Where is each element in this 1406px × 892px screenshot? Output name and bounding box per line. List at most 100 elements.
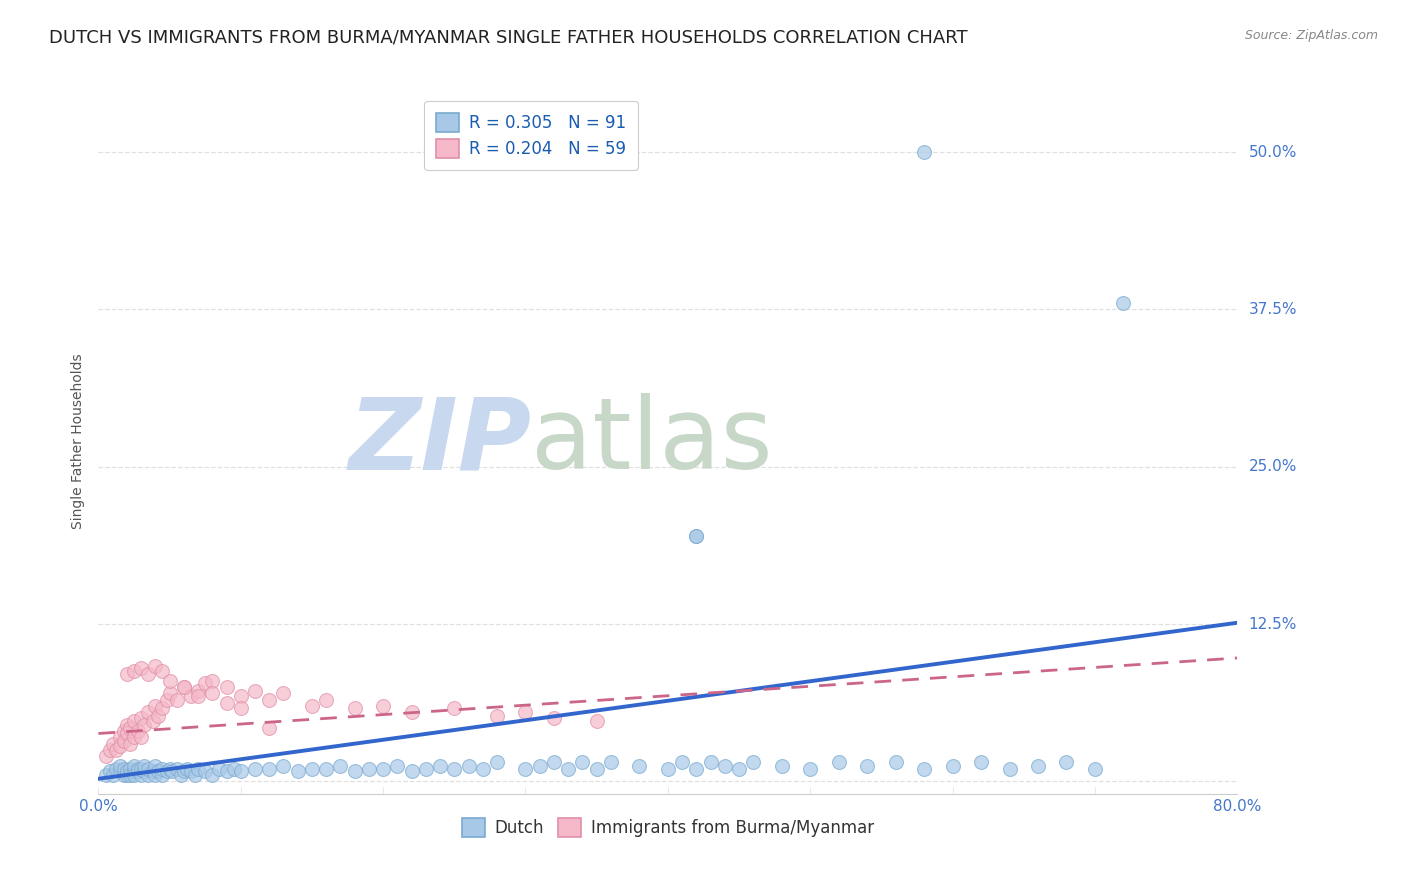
Point	[129, 768, 152, 782]
Point	[127, 764, 149, 779]
Point	[94, 749, 117, 764]
Point	[912, 762, 935, 776]
Point	[194, 764, 217, 779]
Point	[101, 737, 124, 751]
Point	[170, 768, 193, 782]
Point	[136, 768, 159, 782]
Y-axis label: Single Father Households: Single Father Households	[72, 354, 86, 529]
Point	[443, 701, 465, 715]
Point	[457, 759, 479, 773]
Point	[187, 762, 209, 776]
Point	[156, 692, 179, 706]
Point	[152, 701, 174, 715]
Point	[557, 762, 579, 776]
Point	[115, 768, 138, 782]
Point	[415, 762, 437, 776]
Point	[229, 701, 252, 715]
Text: DUTCH VS IMMIGRANTS FROM BURMA/MYANMAR SINGLE FATHER HOUSEHOLDS CORRELATION CHAR: DUTCH VS IMMIGRANTS FROM BURMA/MYANMAR S…	[49, 29, 967, 46]
Point	[329, 759, 352, 773]
Point	[1084, 762, 1107, 776]
Text: atlas: atlas	[531, 393, 773, 490]
Point	[243, 762, 266, 776]
Point	[129, 731, 152, 745]
Point	[162, 764, 184, 779]
Point	[942, 759, 965, 773]
Point	[714, 759, 737, 773]
Point	[152, 768, 174, 782]
Point	[187, 683, 209, 698]
Point	[259, 692, 281, 706]
Point	[108, 731, 131, 745]
Point	[343, 701, 366, 715]
Point	[115, 667, 138, 681]
Text: ZIP: ZIP	[349, 393, 531, 490]
Point	[201, 673, 224, 688]
Point	[222, 762, 245, 776]
Text: 12.5%: 12.5%	[1249, 616, 1296, 632]
Point	[215, 764, 238, 779]
Point	[173, 764, 195, 779]
Point	[301, 698, 323, 713]
Point	[585, 762, 607, 776]
Point	[122, 764, 145, 779]
Text: 37.5%: 37.5%	[1249, 301, 1296, 317]
Point	[728, 762, 751, 776]
Point	[471, 762, 494, 776]
Point	[770, 759, 793, 773]
Point	[912, 145, 935, 160]
Point	[194, 676, 217, 690]
Point	[215, 696, 238, 710]
Point	[884, 756, 907, 770]
Point	[152, 664, 174, 678]
Point	[315, 692, 337, 706]
Point	[301, 762, 323, 776]
Point	[104, 762, 127, 776]
Point	[287, 764, 309, 779]
Point	[828, 756, 851, 770]
Point	[98, 743, 121, 757]
Point	[127, 723, 149, 738]
Point	[122, 714, 145, 728]
Point	[1112, 296, 1135, 310]
Point	[118, 722, 141, 736]
Point	[136, 705, 159, 719]
Point	[156, 764, 179, 779]
Point	[685, 762, 707, 776]
Point	[173, 680, 195, 694]
Point	[856, 759, 879, 773]
Point	[173, 680, 195, 694]
Point	[122, 664, 145, 678]
Point	[685, 529, 707, 543]
Point	[201, 768, 224, 782]
Point	[159, 686, 181, 700]
Text: 50.0%: 50.0%	[1249, 145, 1296, 160]
Point	[600, 756, 623, 770]
Point	[148, 709, 170, 723]
Text: 25.0%: 25.0%	[1249, 459, 1296, 475]
Point	[122, 768, 145, 782]
Point	[259, 722, 281, 736]
Point	[115, 717, 138, 731]
Point	[1056, 756, 1078, 770]
Point	[699, 756, 721, 770]
Point	[180, 689, 202, 703]
Point	[543, 756, 565, 770]
Point	[571, 756, 593, 770]
Point	[101, 768, 124, 782]
Point	[273, 759, 295, 773]
Point	[799, 762, 821, 776]
Point	[145, 759, 167, 773]
Point	[585, 714, 607, 728]
Point	[136, 667, 159, 681]
Point	[315, 762, 337, 776]
Point	[657, 762, 679, 776]
Point	[115, 764, 138, 779]
Point	[166, 692, 188, 706]
Point	[429, 759, 451, 773]
Point	[112, 762, 135, 776]
Point	[127, 762, 149, 776]
Point	[343, 764, 366, 779]
Point	[152, 762, 174, 776]
Point	[998, 762, 1021, 776]
Point	[145, 768, 167, 782]
